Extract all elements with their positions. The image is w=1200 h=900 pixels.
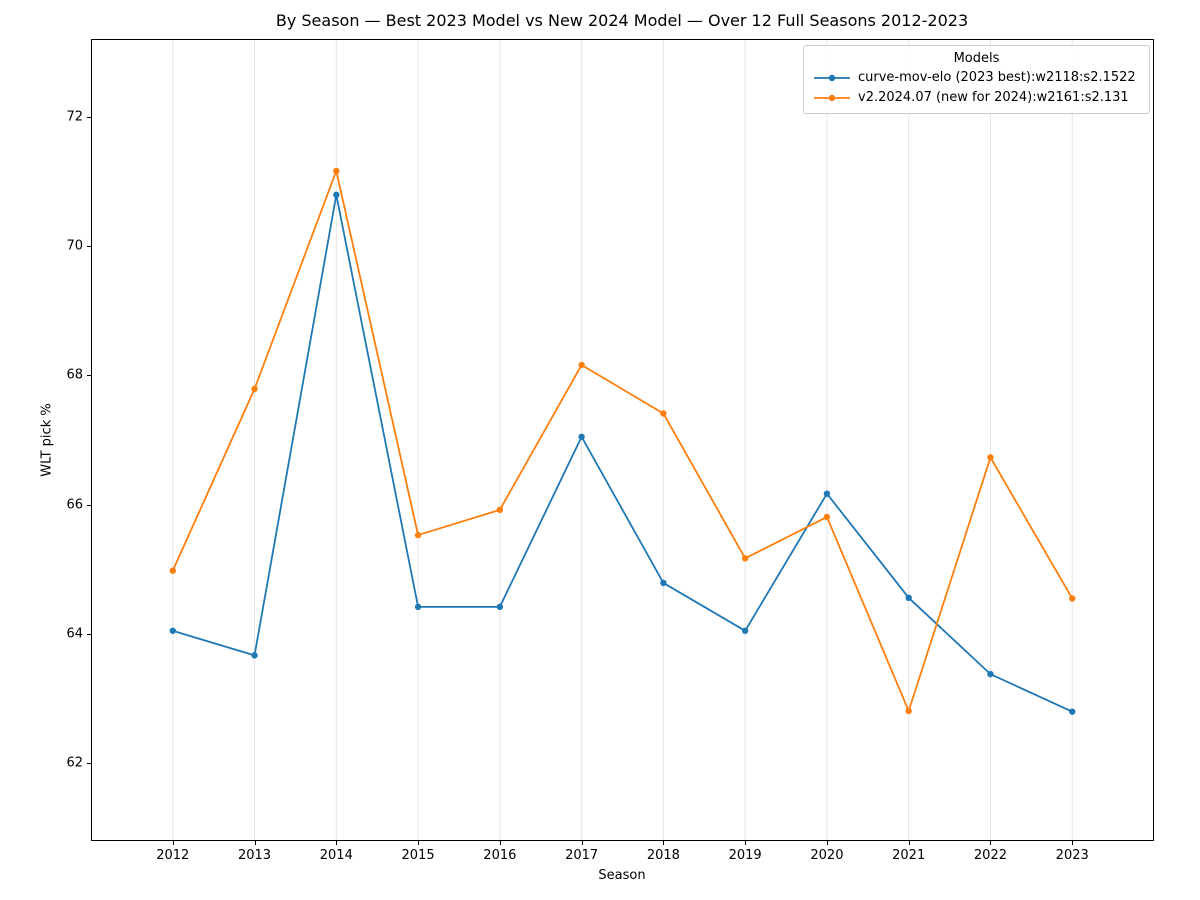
x-tick-label: 2021: [892, 848, 926, 863]
x-tick-label: 2017: [565, 848, 599, 863]
data-point-marker: [905, 594, 912, 602]
legend: Models curve-mov-elo (2023 best):w2118:s…: [803, 45, 1150, 114]
legend-title: Models: [953, 51, 1000, 66]
x-tick-label: 2023: [1055, 848, 1089, 863]
data-point-marker: [987, 454, 994, 461]
data-point-marker: [169, 567, 176, 574]
x-tick-label: 2015: [401, 848, 435, 863]
chart-title: By Season — Best 2023 Model vs New 2024 …: [275, 11, 969, 30]
series-line: [172, 193, 1073, 713]
legend-label: v2.2024.07 (new for 2024):w2161:s2.131: [858, 90, 1129, 105]
y-tick-mark: [87, 504, 91, 506]
data-point-marker: [905, 707, 912, 715]
data-point-marker: [987, 670, 994, 678]
data-point-marker: [578, 433, 585, 440]
legend-label: curve-mov-elo (2023 best):w2118:s2.1522: [858, 70, 1136, 85]
data-point-marker: [414, 531, 422, 539]
x-tick-mark: [990, 841, 992, 845]
y-tick-mark: [87, 763, 91, 765]
data-point-marker: [823, 513, 831, 521]
plot-area: [91, 39, 1154, 841]
x-axis-label: Season: [598, 868, 646, 883]
legend-entry: v2.2024.07 (new for 2024):w2161:s2.131: [812, 88, 1141, 108]
x-tick-label: 2012: [156, 848, 190, 863]
data-point-marker: [660, 579, 667, 587]
data-point-marker: [823, 490, 831, 497]
data-point-marker: [741, 627, 749, 634]
x-tick-label: 2019: [728, 848, 762, 863]
x-tick-mark: [499, 841, 501, 845]
x-tick-mark: [581, 841, 583, 845]
y-tick-mark: [87, 634, 91, 636]
data-point-marker: [578, 361, 585, 369]
x-tick-mark: [254, 841, 256, 845]
legend-entries: curve-mov-elo (2023 best):w2118:s2.1522 v…: [812, 68, 1141, 108]
x-tick-mark: [336, 841, 338, 845]
data-point-marker: [1069, 595, 1076, 602]
data-point-marker: [251, 385, 258, 393]
x-tick-mark: [745, 841, 747, 845]
legend-line-sample: [814, 94, 850, 102]
y-tick-label: 64: [66, 626, 83, 642]
data-point-marker: [660, 410, 667, 417]
data-point-marker: [496, 506, 504, 514]
y-tick-label: 66: [66, 497, 83, 513]
series-line: [171, 170, 1074, 712]
y-axis-label: WLT pick %: [39, 403, 55, 477]
y-tick-label: 70: [66, 238, 83, 254]
data-point-marker: [333, 191, 340, 199]
data-point-marker: [414, 603, 422, 611]
plot-svg: [91, 39, 1154, 841]
plot-border: [91, 39, 1154, 841]
legend-entry: curve-mov-elo (2023 best):w2118:s2.1522: [812, 68, 1141, 88]
x-tick-mark: [826, 841, 828, 845]
y-tick-mark: [87, 245, 91, 247]
x-tick-mark: [663, 841, 665, 845]
data-point-marker: [251, 652, 258, 659]
y-tick-label: 62: [66, 755, 83, 771]
x-tick-label: 2020: [810, 848, 844, 863]
x-tick-label: 2013: [237, 848, 272, 863]
y-tick-mark: [87, 375, 91, 377]
y-tick-label: 68: [66, 367, 83, 383]
x-tick-label: 2018: [646, 848, 680, 863]
data-point-marker: [741, 555, 749, 562]
x-tick-mark: [172, 841, 174, 845]
x-tick-label: 2014: [319, 848, 353, 863]
x-tick-label: 2022: [973, 848, 1007, 863]
data-point-marker: [1069, 708, 1076, 715]
y-tick-label: 72: [66, 109, 83, 125]
x-tick-mark: [1072, 841, 1074, 845]
y-tick-mark: [87, 116, 91, 118]
data-point-marker: [333, 167, 340, 175]
x-tick-mark: [418, 841, 420, 845]
data-point-marker: [496, 603, 504, 611]
x-tick-mark: [908, 841, 910, 845]
x-tick-label: 2016: [483, 848, 517, 863]
legend-line-sample: [814, 74, 850, 82]
data-point-marker: [169, 627, 176, 634]
